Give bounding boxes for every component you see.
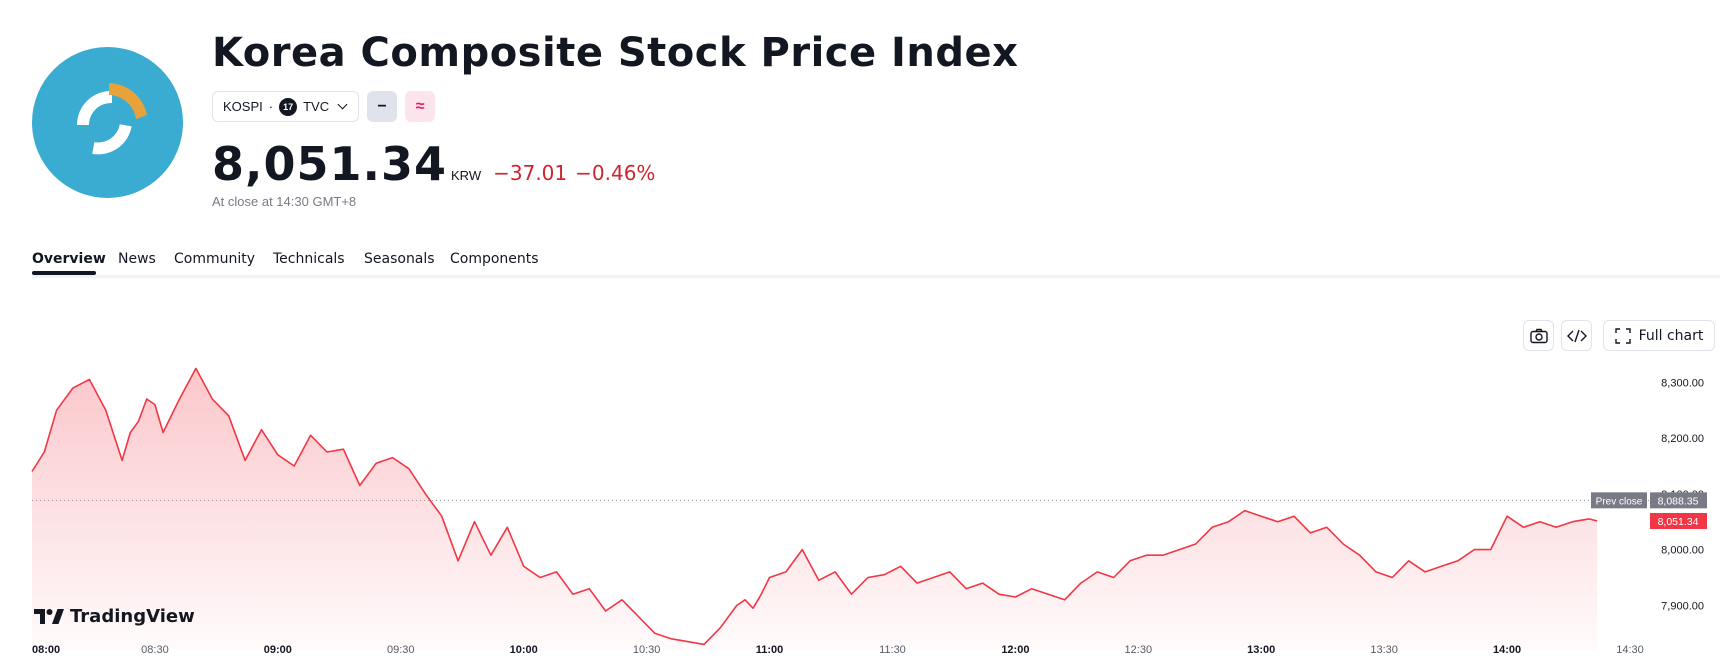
x-tick-label: 10:30: [633, 644, 661, 656]
symbol-exchange-selector[interactable]: KOSPI · 17 TVC: [212, 91, 360, 122]
approx-badge[interactable]: ≈: [405, 91, 436, 122]
full-chart-label: Full chart: [1638, 327, 1704, 344]
currency-label: KRW: [451, 168, 482, 183]
y-tick-label: 8,000.00: [1661, 545, 1704, 557]
y-tick-label: 7,900.00: [1661, 600, 1704, 612]
camera-icon: [1529, 328, 1548, 343]
price-change-percent: −0.46%: [575, 161, 656, 185]
price-change: −37.01: [493, 161, 568, 185]
tab-news[interactable]: News: [118, 251, 156, 267]
tab-seasonals[interactable]: Seasonals: [364, 251, 435, 267]
tab-bar: Overview News Community Technicals Seaso…: [32, 248, 1720, 278]
tradingview-badge-icon: 17: [279, 97, 298, 116]
y-tick-label: 8,200.00: [1661, 433, 1704, 445]
price-chart[interactable]: 8,300.008,200.008,100.008,000.007,900.00…: [0, 360, 1720, 672]
tab-components[interactable]: Components: [450, 251, 539, 267]
full-chart-button[interactable]: Full chart: [1603, 320, 1715, 351]
tab-technicals[interactable]: Technicals: [273, 251, 345, 267]
x-tick-label: 13:30: [1370, 644, 1398, 656]
minus-badge[interactable]: −: [367, 91, 398, 122]
y-tick-label: 8,300.00: [1661, 377, 1704, 389]
tradingview-logo-icon: [34, 608, 64, 624]
symbol-chips: KOSPI · 17 TVC − ≈: [212, 91, 436, 122]
separator: ·: [268, 99, 274, 114]
chevron-down-icon: [337, 99, 348, 110]
exchange-label: TVC: [303, 99, 330, 114]
tab-community[interactable]: Community: [174, 251, 256, 267]
last-price-tag: 8,051.34: [1650, 512, 1707, 529]
x-tick-label: 09:00: [264, 644, 292, 656]
tab-overview[interactable]: Overview: [32, 251, 106, 267]
price-row: 8,051.34 KRW −37.01 −0.46%: [212, 137, 655, 191]
market-status: At close at 14:30 GMT+8: [212, 194, 357, 209]
prev-close-label-bg: [1591, 492, 1647, 509]
x-tick-label: 10:00: [510, 644, 538, 656]
code-icon: [1566, 329, 1587, 342]
embed-button[interactable]: [1561, 320, 1592, 351]
fullscreen-icon: [1614, 327, 1631, 344]
x-tick-label: 08:30: [141, 644, 169, 656]
x-tick-label: 11:30: [879, 644, 906, 656]
prev-close-value-bg: [1650, 492, 1707, 509]
kospi-logo: [32, 47, 183, 198]
screenshot-button[interactable]: [1523, 320, 1554, 351]
x-tick-label: 11:00: [756, 644, 784, 656]
prev-close-label: Prev close: [1596, 496, 1643, 507]
tradingview-brand: TradingView: [70, 606, 195, 627]
x-tick-label: 13:00: [1247, 644, 1275, 656]
page-title: Korea Composite Stock Price Index: [212, 30, 1019, 76]
logo-mark-icon: [77, 83, 147, 155]
price-line: [31, 367, 1598, 646]
last-price-tag-bg: [1650, 512, 1707, 529]
prev-close-value: 8,088.35: [1658, 495, 1699, 507]
prev-close-tag: Prev close 8,088.35: [1591, 492, 1707, 509]
x-tick-label: 12:30: [1125, 644, 1153, 656]
price-area-fill: [32, 368, 1598, 650]
x-tick-label: 12:00: [1001, 644, 1029, 656]
last-price: 8,051.34: [212, 137, 447, 191]
symbol-label: KOSPI: [223, 99, 263, 114]
x-tick-label: 09:30: [387, 644, 415, 656]
x-tick-label: 14:00: [1493, 644, 1521, 656]
x-tick-label: 08:00: [32, 644, 60, 656]
last-price-tag-value: 8,051.34: [1658, 516, 1699, 528]
active-tab-indicator: [32, 271, 96, 275]
x-tick-label: 14:30: [1616, 644, 1644, 656]
tradingview-watermark: TradingView: [34, 606, 195, 627]
